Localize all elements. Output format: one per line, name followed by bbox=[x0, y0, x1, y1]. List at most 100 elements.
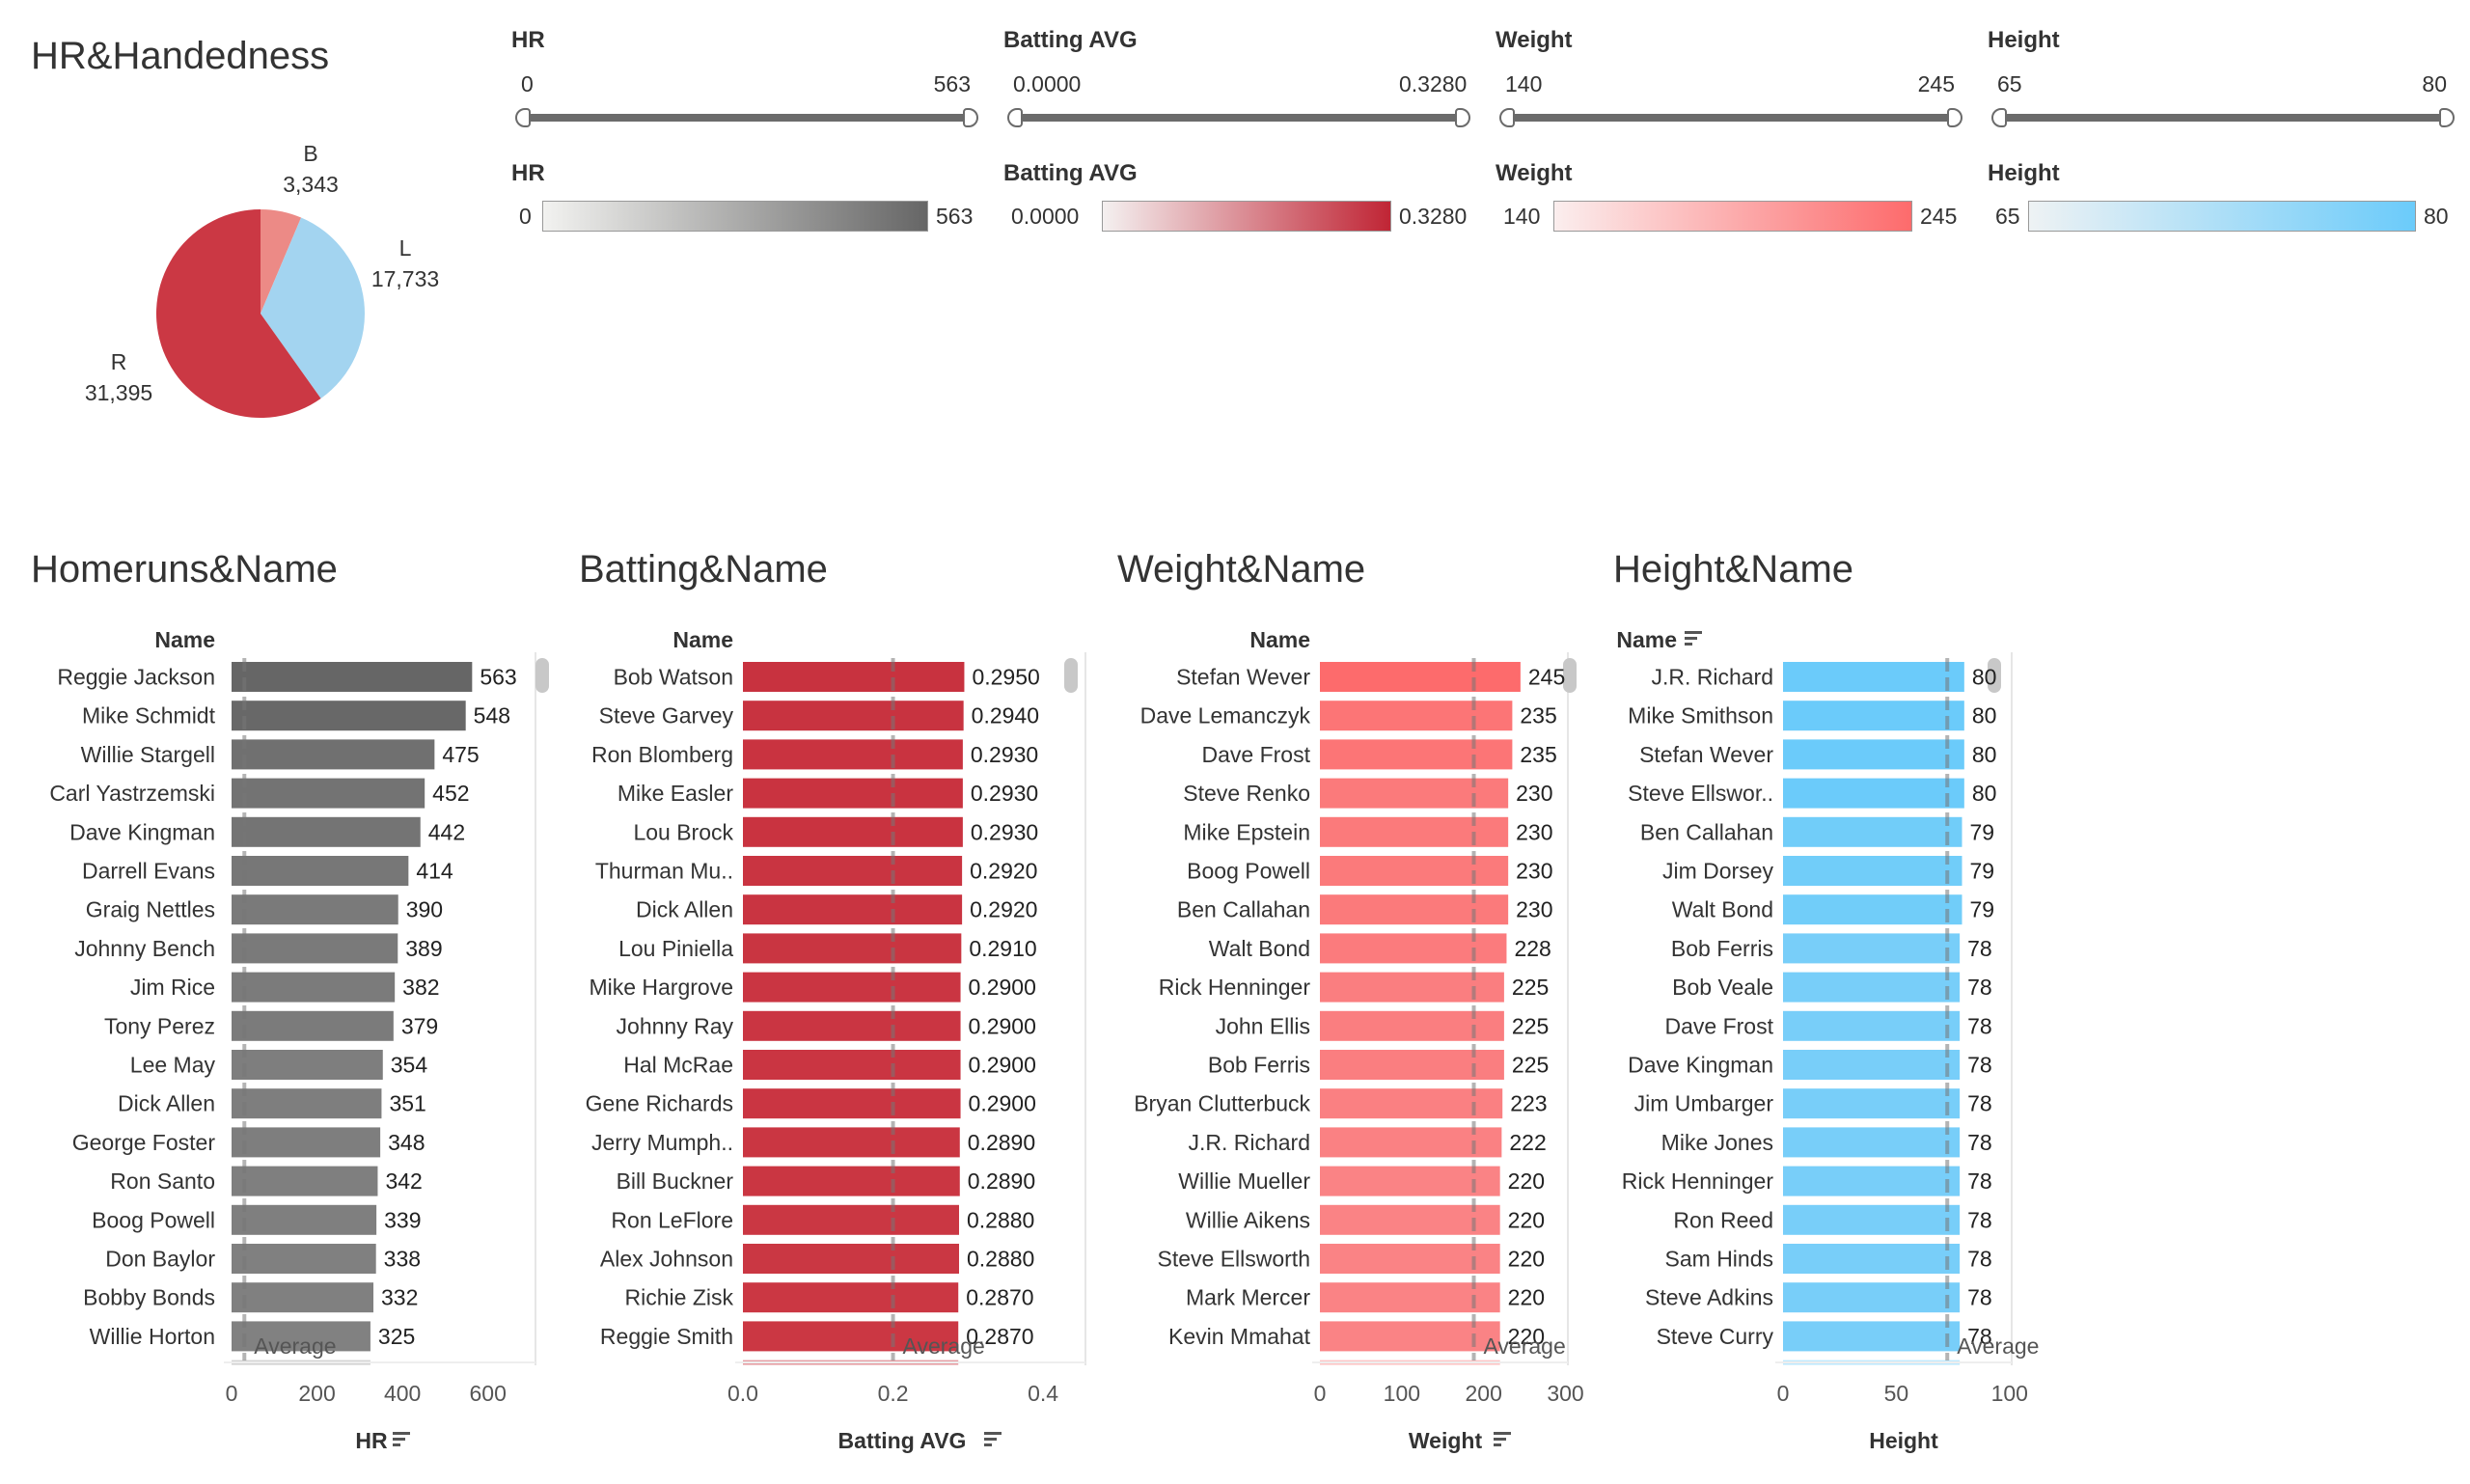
row-label[interactable]: Tony Perez bbox=[104, 1013, 215, 1038]
row-header[interactable]: Name bbox=[1249, 627, 1310, 652]
row-label[interactable]: Walt Bond bbox=[1209, 936, 1310, 961]
bar[interactable] bbox=[743, 1127, 960, 1158]
row-header[interactable]: Name bbox=[154, 627, 215, 652]
row-label[interactable]: Dick Allen bbox=[636, 897, 733, 922]
bar[interactable] bbox=[232, 662, 473, 692]
bar[interactable] bbox=[1783, 1244, 1961, 1274]
row-label[interactable]: Willie Stargell bbox=[81, 742, 215, 767]
row-label[interactable]: Dave Lemanczyk bbox=[1140, 703, 1311, 728]
bar[interactable] bbox=[743, 816, 963, 847]
bar[interactable] bbox=[743, 1204, 959, 1235]
axis-title[interactable]: HR bbox=[355, 1428, 388, 1453]
row-label[interactable]: Hal McRae bbox=[623, 1053, 733, 1078]
row-header[interactable]: Name bbox=[1616, 627, 1677, 652]
row-label[interactable]: Carl Yastrzemski bbox=[49, 781, 215, 806]
row-label[interactable]: John Ellis bbox=[1216, 1013, 1310, 1038]
sort-icon[interactable] bbox=[393, 1432, 410, 1446]
bar[interactable] bbox=[1783, 1282, 1961, 1313]
bar[interactable] bbox=[1320, 894, 1509, 925]
bar[interactable] bbox=[743, 1321, 959, 1352]
bar[interactable] bbox=[1320, 1010, 1504, 1041]
row-label[interactable]: Jerry Mumph.. bbox=[591, 1130, 733, 1155]
bar[interactable] bbox=[743, 933, 962, 964]
scrollbar-thumb[interactable] bbox=[1563, 658, 1577, 693]
row-label[interactable]: Bobby Bonds bbox=[83, 1285, 215, 1310]
slider-max-handle[interactable] bbox=[1455, 108, 1470, 127]
row-label[interactable]: Bryan Clutterbuck bbox=[1134, 1091, 1310, 1116]
bar[interactable] bbox=[1320, 1204, 1500, 1235]
bar[interactable] bbox=[743, 1282, 959, 1313]
bar[interactable] bbox=[1783, 972, 1961, 1003]
bar[interactable] bbox=[232, 894, 398, 925]
row-label[interactable]: Dave Kingman bbox=[1628, 1053, 1773, 1078]
axis-title[interactable]: Weight bbox=[1408, 1428, 1483, 1453]
row-label[interactable]: J.R. Richard bbox=[1188, 1130, 1310, 1155]
axis-title[interactable]: Height bbox=[1869, 1428, 1938, 1453]
bar[interactable] bbox=[232, 1166, 378, 1196]
row-label[interactable]: Thurman Mu.. bbox=[595, 859, 733, 884]
row-label[interactable]: Stefan Wever bbox=[1639, 742, 1773, 767]
sort-icon[interactable] bbox=[1494, 1432, 1511, 1446]
bar[interactable] bbox=[1783, 816, 1962, 847]
slider-track[interactable] bbox=[1015, 114, 1459, 122]
row-label[interactable]: Steve Renko bbox=[1183, 781, 1310, 806]
bar[interactable] bbox=[1783, 662, 1964, 692]
bar[interactable] bbox=[1783, 1204, 1961, 1235]
bar[interactable] bbox=[1783, 1050, 1961, 1080]
bar[interactable] bbox=[1783, 739, 1964, 770]
row-label[interactable]: Willie Horton bbox=[90, 1324, 215, 1349]
row-label[interactable]: Mike Schmidt bbox=[82, 703, 216, 728]
bar[interactable] bbox=[1320, 701, 1513, 731]
bar[interactable] bbox=[743, 894, 963, 925]
bar[interactable] bbox=[232, 1204, 377, 1235]
row-label[interactable]: Mike Smithson bbox=[1628, 703, 1773, 728]
bar[interactable] bbox=[743, 778, 963, 809]
slider-track[interactable] bbox=[1999, 114, 2443, 122]
slider-min-handle[interactable] bbox=[515, 108, 531, 127]
bar[interactable] bbox=[1320, 739, 1513, 770]
scrollbar-thumb[interactable] bbox=[1064, 658, 1078, 693]
row-label[interactable]: Sam Hinds bbox=[1665, 1247, 1773, 1272]
row-label[interactable]: Ron Reed bbox=[1673, 1207, 1773, 1232]
bar[interactable] bbox=[1320, 972, 1504, 1003]
bar[interactable] bbox=[1320, 933, 1507, 964]
row-label[interactable]: Graig Nettles bbox=[86, 897, 215, 922]
row-label[interactable]: Jim Dorsey bbox=[1662, 859, 1774, 884]
row-label[interactable]: Alex Johnson bbox=[600, 1247, 733, 1272]
bar[interactable] bbox=[232, 1244, 376, 1274]
pie-slice-b[interactable] bbox=[261, 209, 302, 314]
bar[interactable] bbox=[1320, 778, 1509, 809]
bar[interactable] bbox=[743, 1244, 959, 1274]
bar[interactable] bbox=[232, 739, 435, 770]
bar[interactable] bbox=[743, 701, 964, 731]
row-label[interactable]: Jim Umbarger bbox=[1634, 1091, 1774, 1116]
bar[interactable] bbox=[232, 1088, 382, 1119]
pie-slice-r[interactable] bbox=[156, 209, 321, 418]
row-label[interactable]: Lee May bbox=[130, 1053, 216, 1078]
bar[interactable] bbox=[232, 856, 409, 886]
bar[interactable] bbox=[1320, 816, 1509, 847]
row-label[interactable]: Johnny Ray bbox=[617, 1013, 734, 1038]
row-label[interactable]: Bob Ferris bbox=[1208, 1053, 1310, 1078]
bar[interactable] bbox=[1783, 1010, 1961, 1041]
row-label[interactable]: Ron Blomberg bbox=[591, 742, 733, 767]
row-label[interactable]: Rick Henninger bbox=[1159, 975, 1311, 1000]
bar[interactable] bbox=[232, 816, 421, 847]
slider-min-handle[interactable] bbox=[1991, 108, 2007, 127]
row-header[interactable]: Name bbox=[672, 627, 733, 652]
bar[interactable] bbox=[1320, 1282, 1500, 1313]
row-label[interactable]: Ben Callahan bbox=[1640, 819, 1773, 844]
bar[interactable] bbox=[743, 1166, 960, 1196]
row-label[interactable]: Mike Jones bbox=[1661, 1130, 1773, 1155]
row-label[interactable]: Bob Watson bbox=[614, 665, 733, 690]
slider-max-handle[interactable] bbox=[963, 108, 978, 127]
row-label[interactable]: Ron LeFlore bbox=[611, 1207, 733, 1232]
slider-min-handle[interactable] bbox=[1499, 108, 1515, 127]
bar[interactable] bbox=[743, 856, 963, 886]
row-label[interactable]: Bob Ferris bbox=[1671, 936, 1773, 961]
row-label[interactable]: Kevin Mmahat bbox=[1168, 1324, 1311, 1349]
bar[interactable] bbox=[1783, 778, 1964, 809]
row-label[interactable]: Steve Ellsworth bbox=[1157, 1247, 1310, 1272]
bar[interactable] bbox=[1320, 662, 1521, 692]
row-label[interactable]: Ben Callahan bbox=[1177, 897, 1310, 922]
